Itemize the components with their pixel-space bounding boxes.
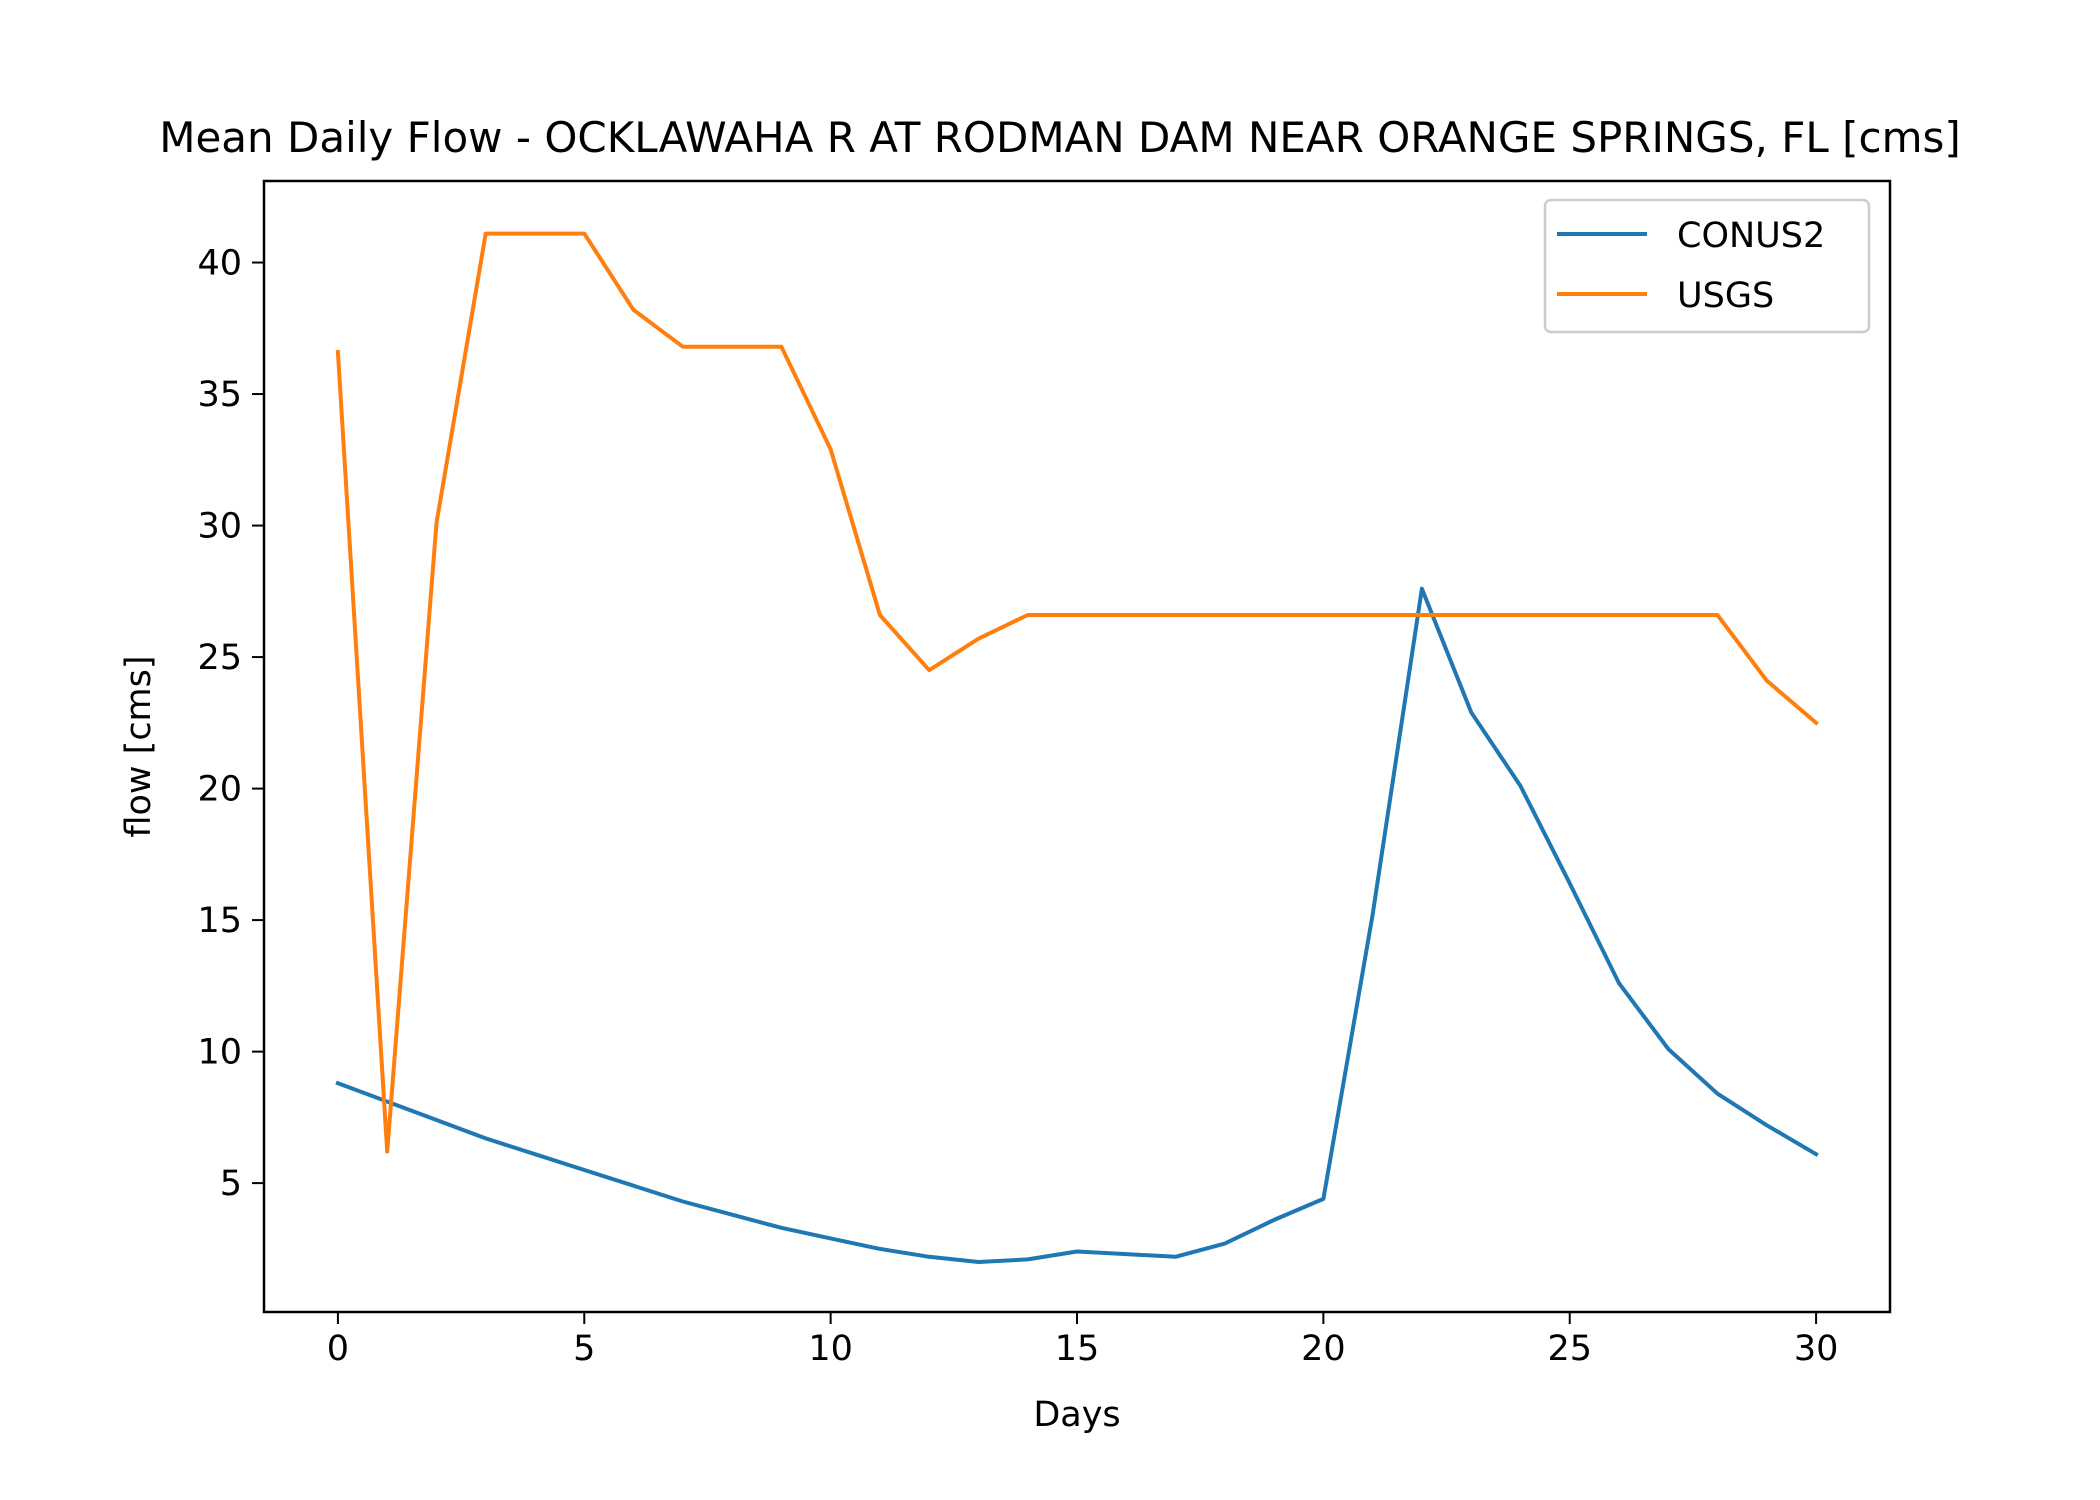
- y-tick-label: 15: [197, 901, 242, 941]
- y-tick-label: 35: [197, 375, 242, 415]
- legend-conus2-label: CONUS2: [1677, 216, 1825, 256]
- y-tick-label: 20: [197, 770, 242, 810]
- y-tick-label: 30: [197, 507, 242, 547]
- series-line-usgs: [335, 231, 1819, 1154]
- series-line-conus2: [335, 586, 1819, 1264]
- x-tick-label: 0: [327, 1329, 349, 1369]
- legend: CONUS2 USGS: [1543, 198, 1871, 334]
- y-axis-label: flow [cms]: [119, 655, 159, 837]
- x-axis-label: Days: [1033, 1395, 1120, 1435]
- plot-lines: [335, 231, 1819, 1264]
- x-tick-label: 5: [573, 1329, 595, 1369]
- x-tick-label: 20: [1301, 1329, 1346, 1369]
- x-tick-label: 15: [1055, 1329, 1100, 1369]
- x-tick-label: 10: [808, 1329, 853, 1369]
- legend-usgs-label: USGS: [1677, 276, 1774, 316]
- y-tick-label: 40: [197, 244, 242, 284]
- y-tick-label: 10: [197, 1033, 242, 1073]
- axes: 0 5 10 15 20 25 30 5 10 15 20 25 30 35 40: [197, 179, 1892, 1369]
- chart-title: Mean Daily Flow - OCKLAWAHA R AT RODMAN …: [159, 113, 1961, 162]
- y-tick-label: 5: [220, 1164, 242, 1204]
- x-tick-label: 25: [1547, 1329, 1592, 1369]
- x-tick-label: 30: [1794, 1329, 1839, 1369]
- y-tick-label: 25: [197, 638, 242, 678]
